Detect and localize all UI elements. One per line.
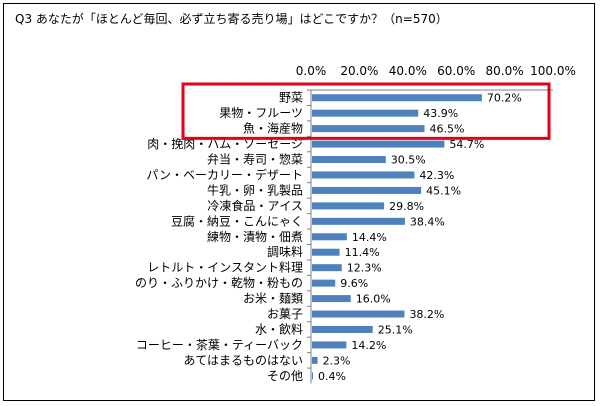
bar [312, 356, 318, 364]
data-label: 29.8% [389, 200, 424, 213]
x-tick-label: 20.0% [340, 64, 378, 78]
x-tick-label: 40.0% [389, 64, 427, 78]
bar [312, 94, 482, 102]
data-label: 25.1% [378, 323, 413, 336]
x-tick-label: 80.0% [486, 64, 524, 78]
data-label: 38.4% [410, 215, 445, 228]
category-label: お米・麺類 [243, 292, 303, 306]
data-label: 45.1% [426, 184, 461, 197]
category-label: 弁当・寿司・惣菜 [207, 152, 303, 167]
data-label: 16.0% [356, 293, 391, 306]
bar [312, 325, 373, 333]
bar [312, 202, 385, 210]
data-label: 14.4% [352, 231, 387, 244]
bar [312, 264, 342, 272]
data-label: 2.3% [323, 354, 351, 367]
bar [312, 295, 351, 303]
data-label: 11.4% [345, 246, 380, 259]
category-label: コーヒー・茶葉・ティーバック [136, 337, 303, 352]
category-label: パン・ベーカリー・デザート [146, 167, 303, 182]
data-label: 42.3% [419, 169, 454, 182]
data-label: 54.7% [449, 138, 484, 151]
bar [312, 156, 386, 164]
category-label: 果物・フルーツ [219, 106, 303, 120]
category-label: 水・飲料 [255, 321, 303, 336]
bar [312, 233, 347, 241]
data-label: 14.2% [351, 339, 386, 352]
category-label: 野菜 [279, 91, 303, 105]
category-label: のり・ふりかけ・乾物・粉もの [135, 276, 303, 290]
category-label: その他 [267, 369, 303, 383]
bar [312, 186, 422, 194]
x-tick-label: 0.0% [296, 64, 327, 78]
bar [312, 372, 313, 380]
category-label: 練物・漬物・佃煮 [207, 229, 303, 244]
bar [312, 171, 415, 179]
bar [312, 109, 419, 117]
data-label: 30.5% [391, 154, 426, 167]
category-label: 肉・挽肉・ハム・ソーセージ [147, 137, 303, 151]
category-label: 魚・海産物 [243, 121, 303, 136]
x-tick-label: 100.0% [530, 64, 576, 78]
bar [312, 310, 405, 318]
bar [312, 341, 347, 349]
data-label: 0.4% [318, 370, 346, 383]
category-label: 牛乳・卵・乳製品 [207, 182, 303, 197]
category-label: 豆腐・納豆・こんにゃく [171, 213, 303, 228]
data-label: 43.9% [423, 107, 458, 120]
data-label: 9.6% [340, 277, 368, 290]
category-label: レトルト・インスタント料理 [147, 261, 303, 275]
category-label: 調味料 [267, 245, 303, 259]
category-label: 冷凍食品・アイス [207, 198, 303, 213]
data-label: 12.3% [347, 262, 382, 275]
bar [312, 125, 425, 133]
chart-title: Q3 あなたが「ほとんど毎回、必ず立ち寄る売り場」はどこですか？（n=570） [15, 12, 448, 26]
data-label: 70.2% [487, 92, 522, 105]
x-tick-label: 60.0% [437, 64, 475, 78]
bar [312, 279, 336, 287]
bar [312, 248, 340, 256]
chart-frame [3, 3, 595, 401]
category-label: あてはまるものはない [183, 353, 303, 367]
data-label: 46.5% [430, 123, 465, 136]
highlight-box [181, 82, 551, 140]
bar [312, 140, 445, 148]
category-label: お菓子 [267, 307, 303, 321]
data-label: 38.2% [409, 308, 444, 321]
bar [312, 217, 405, 225]
